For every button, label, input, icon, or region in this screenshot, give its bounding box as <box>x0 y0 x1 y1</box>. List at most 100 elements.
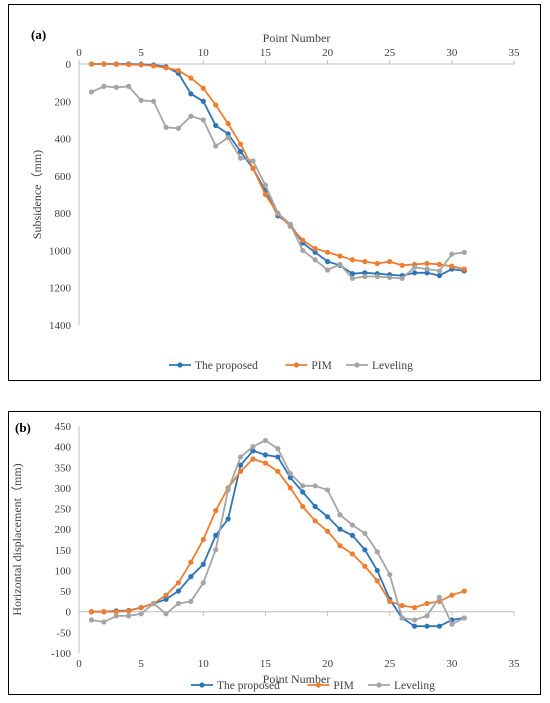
chart-b-data-point-pim <box>461 588 467 594</box>
chart-b-y-tick-label: 200 <box>55 524 72 536</box>
chart-b-legend-marker-leveling <box>376 682 382 688</box>
chart-b-data-point-leveling <box>461 615 467 621</box>
chart-a-y-tick-label: 1200 <box>49 283 72 295</box>
chart-a-data-point-leveling <box>126 83 132 89</box>
chart-a-data-point-leveling <box>387 274 393 281</box>
chart-a-data-point-the-proposed <box>362 270 368 276</box>
chart-b-data-point-pim <box>349 551 356 557</box>
chart-b-data-point-the-proposed <box>225 516 231 522</box>
chart-a-data-point-leveling <box>138 97 144 103</box>
chart-a-data-point-leveling <box>150 98 157 104</box>
chart-a-panel-label: (a) <box>31 27 46 42</box>
chart-b-legend-marker-the-proposed <box>199 682 205 688</box>
chart-b-data-point-leveling <box>213 547 219 553</box>
chart-a-data-point-pim <box>225 121 231 127</box>
chart-b-data-point-leveling <box>88 617 95 623</box>
chart-a-data-point-leveling <box>399 275 405 281</box>
chart-a-data-point-pim <box>200 85 206 91</box>
chart-a-data-point-pim <box>399 262 405 268</box>
chart-a-data-point-pim <box>387 259 393 265</box>
chart-b-series-line-pim <box>91 457 465 613</box>
chart-b-y-tick-label: 100 <box>55 565 72 577</box>
chart-b-data-point-pim <box>188 559 194 565</box>
chart-a-legend-marker-the-proposed <box>177 362 183 368</box>
chart-b-x-tick-label: 5 <box>138 658 144 670</box>
chart-b-y-tick-label: 300 <box>55 483 72 495</box>
chart-a-data-point-the-proposed <box>424 270 430 276</box>
chart-a-x-tick-label: 25 <box>384 47 396 59</box>
chart-a-data-point-leveling <box>200 117 206 123</box>
chart-b-data-point-pim <box>449 592 455 598</box>
chart-a-data-point-the-proposed <box>213 122 219 129</box>
chart-a-data-point-the-proposed <box>237 149 244 155</box>
chart-b-data-point-leveling <box>101 619 107 625</box>
chart-b-data-point-leveling <box>175 600 182 607</box>
chart-a-y-tick-label: 600 <box>55 171 72 183</box>
chart-b-data-point-pim <box>262 460 269 466</box>
chart-b-data-point-leveling <box>262 437 269 444</box>
chart-b-y-tick-label: 0 <box>66 607 72 619</box>
chart-b-data-point-the-proposed <box>300 489 306 495</box>
chart-a-data-point-leveling <box>175 125 182 131</box>
chart-b-data-point-pim <box>200 536 206 543</box>
chart-b-data-point-leveling <box>300 483 306 489</box>
chart-b-x-tick-label: 10 <box>198 658 210 670</box>
chart-a-y-tick-label: 400 <box>55 134 72 146</box>
chart-a-data-point-pim <box>126 61 132 68</box>
chart-b-data-point-the-proposed <box>200 561 206 567</box>
chart-a-data-point-pim <box>138 62 144 68</box>
chart-b-data-point-pim <box>175 580 182 586</box>
chart-b-data-point-leveling <box>374 549 380 555</box>
chart-b-y-tick-label: 50 <box>60 586 72 598</box>
chart-a-data-point-leveling <box>213 143 219 149</box>
chart-b-y-tick-label: -100 <box>51 648 72 660</box>
chart-b-x-axis-title: Point Number <box>263 672 331 686</box>
chart-b-data-point-pim <box>237 468 244 474</box>
chart-b-data-point-pim <box>424 600 430 607</box>
chart-b-x-tick-label: 25 <box>384 658 396 670</box>
chart-a-data-point-leveling <box>163 124 169 130</box>
chart-b-data-point-pim <box>250 456 256 462</box>
chart-b-data-point-the-proposed <box>362 547 368 553</box>
chart-a-y-tick-label: 200 <box>55 96 72 108</box>
chart-a-x-tick-label: 35 <box>509 47 521 59</box>
chart-b-data-point-pim <box>399 602 405 609</box>
chart-a-data-point-pim <box>101 61 107 67</box>
chart-a-data-point-the-proposed <box>349 271 356 277</box>
chart-a-data-point-leveling <box>225 135 231 141</box>
chart-b-data-point-leveling <box>237 454 244 460</box>
chart-a-data-point-the-proposed <box>312 249 318 255</box>
chart-b-data-point-leveling <box>113 613 119 619</box>
chart-b-data-point-leveling <box>200 580 206 586</box>
chart-b-panel-label: (b) <box>15 420 31 435</box>
chart-b-data-point-the-proposed <box>349 532 356 538</box>
chart-b-x-tick-label: 15 <box>260 658 272 670</box>
chart-a-x-tick-label: 15 <box>260 47 272 59</box>
chart-a-data-point-leveling <box>188 113 194 119</box>
chart-a-data-point-leveling <box>312 257 318 263</box>
chart-b-y-axis-title: Horizontal displacement（mm) <box>10 463 24 615</box>
chart-a-y-tick-label: 1400 <box>49 320 72 332</box>
chart-a-data-point-leveling <box>449 251 455 257</box>
chart-a-data-point-the-proposed <box>225 131 231 137</box>
chart-b-data-point-the-proposed <box>287 474 293 481</box>
chart-b-data-point-the-proposed <box>324 514 331 520</box>
chart-a-data-point-leveling <box>324 267 331 273</box>
chart-b-data-point-the-proposed <box>411 623 418 629</box>
chart-b-series-line-leveling <box>91 439 465 626</box>
chart-a-data-point-leveling <box>101 83 107 89</box>
chart-a-data-point-pim <box>213 102 219 108</box>
chart-a-data-point-pim <box>324 249 331 255</box>
chart-a-data-point-the-proposed <box>411 270 418 276</box>
chart-a-data-point-leveling <box>349 275 356 281</box>
chart-a-y-tick-label: 800 <box>55 208 72 220</box>
chart-b-data-point-pim <box>163 592 169 598</box>
chart-b-data-point-leveling <box>150 600 157 607</box>
chart-b-data-point-leveling <box>163 611 169 617</box>
chart-b-y-tick-label: -50 <box>56 627 71 639</box>
chart-a-data-point-pim <box>237 141 244 147</box>
chart-a-data-point-pim <box>349 257 356 263</box>
chart-b-data-point-leveling <box>449 621 455 627</box>
chart-b-data-point-leveling <box>324 487 331 493</box>
chart-a-data-point-pim <box>312 245 318 252</box>
